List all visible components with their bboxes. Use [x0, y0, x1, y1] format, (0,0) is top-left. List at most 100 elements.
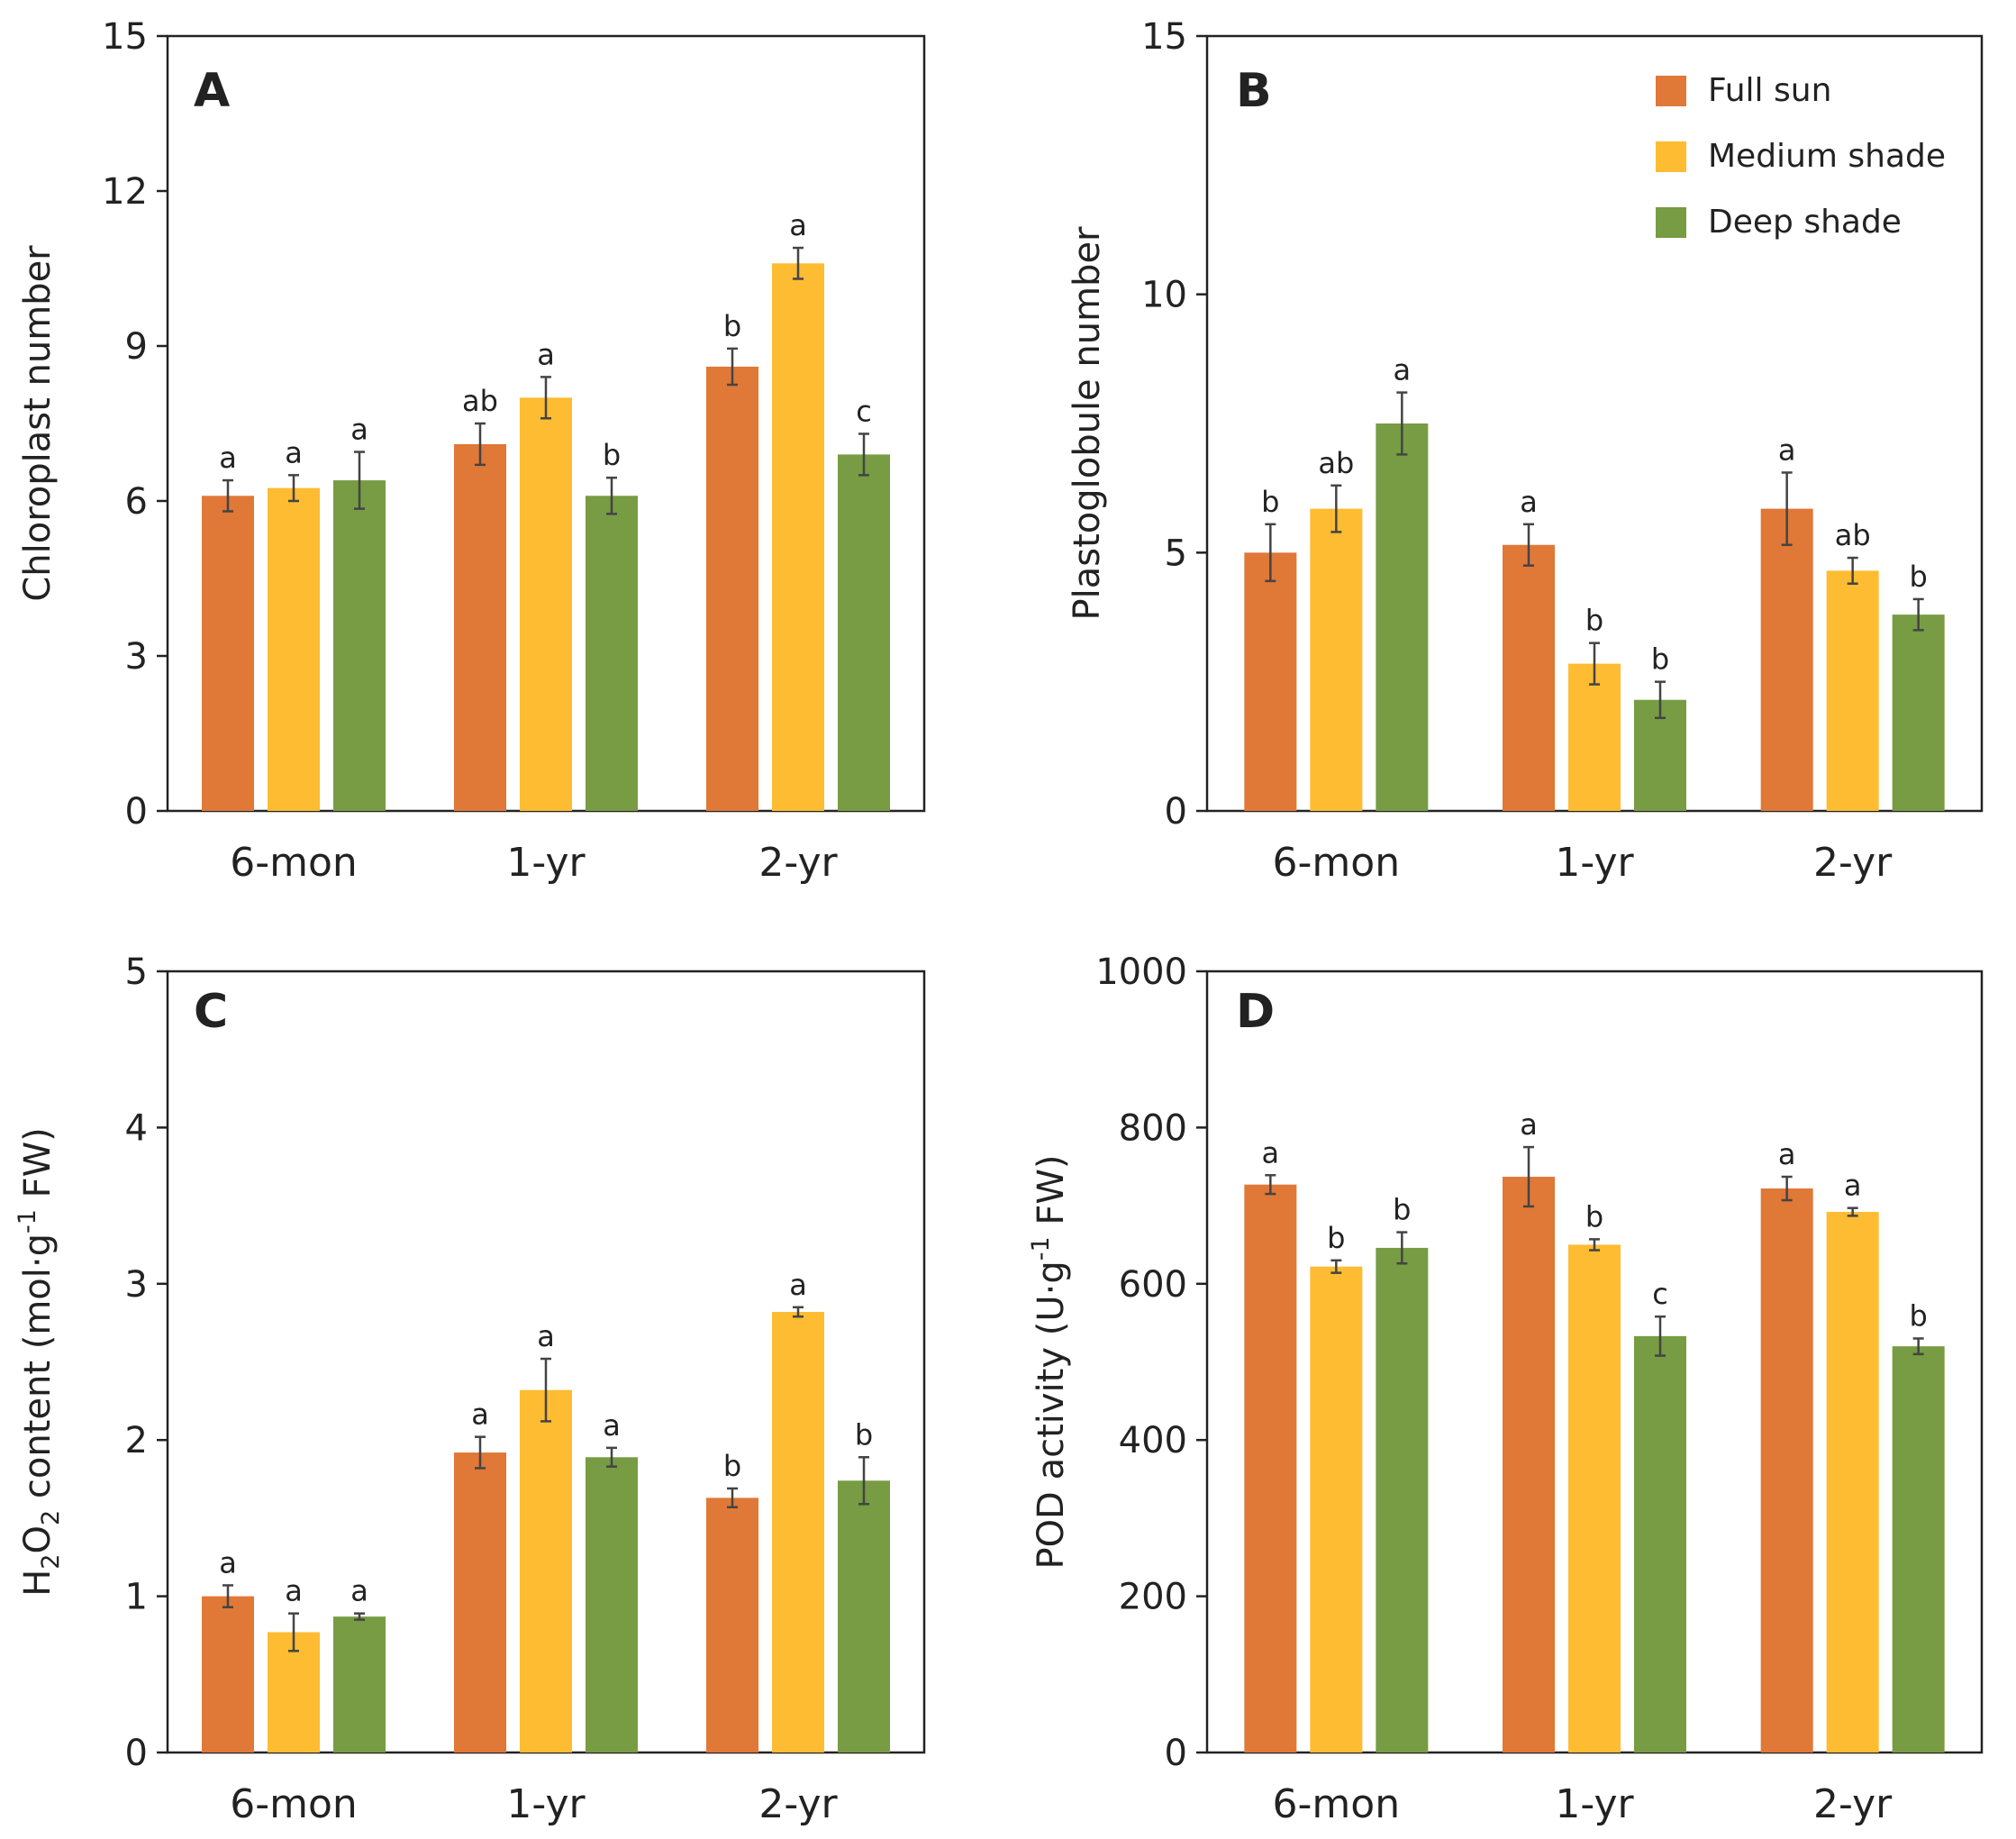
significance-letter: a — [471, 1397, 489, 1432]
legend-swatch — [1656, 207, 1686, 238]
category-label: 6-mon — [1273, 1781, 1401, 1827]
bar — [1244, 1184, 1297, 1753]
bar — [1568, 663, 1621, 811]
y-axis-label: Plastoglobule number — [1067, 226, 1108, 621]
y-tick-label: 2 — [125, 1420, 148, 1461]
y-tick-label: 3 — [125, 1264, 148, 1306]
panel-D: 0 200 400 600 800 1000 D POD activity (U·g-1 FW… — [1027, 951, 1984, 1827]
significance-letter: a — [537, 1319, 555, 1353]
legend-label: Full sun — [1708, 72, 1831, 109]
legend-label: Medium shade — [1708, 138, 1946, 175]
bar — [1892, 1346, 1945, 1753]
bar — [202, 496, 254, 811]
significance-letter: b — [1327, 1221, 1345, 1255]
bar — [1826, 570, 1879, 811]
bar — [1376, 423, 1429, 811]
significance-letter: a — [350, 413, 368, 447]
significance-letter: b — [1585, 604, 1603, 638]
legend-label: Deep shade — [1708, 204, 1902, 241]
significance-letter: a — [1262, 1135, 1280, 1170]
significance-letter: b — [723, 309, 741, 343]
bar — [1310, 1266, 1363, 1753]
significance-letter: a — [537, 337, 555, 371]
significance-letter: a — [285, 1574, 303, 1608]
y-axis-label: H2O2 content (mol·g-1 FW) — [14, 1127, 65, 1597]
y-tick-label: 15 — [1141, 16, 1187, 58]
significance-letter: a — [1778, 1137, 1796, 1171]
bar — [1310, 508, 1363, 811]
bar — [520, 1389, 572, 1753]
y-axis-label: POD activity (U·g-1 FW) — [1027, 1154, 1072, 1569]
bar — [333, 480, 386, 811]
y-tick-label: 400 — [1119, 1420, 1187, 1461]
category-label: 1-yr — [506, 840, 586, 886]
significance-letter: a — [219, 441, 237, 475]
category-label: 1-yr — [1555, 1781, 1634, 1827]
significance-letter: a — [789, 208, 807, 242]
bar — [1826, 1212, 1879, 1753]
panel-C: 0 1 2 3 4 5 C H2O2 content (mol·g-1 FW) 6-mon a a a… — [14, 951, 926, 1827]
bar — [520, 397, 572, 811]
significance-letter: a — [1778, 432, 1796, 467]
category-label: 2-yr — [758, 1781, 838, 1827]
bar — [1634, 1335, 1686, 1753]
bar — [1244, 552, 1297, 811]
significance-letter: b — [603, 438, 621, 472]
bar — [706, 1498, 758, 1753]
significance-letter: a — [1520, 1107, 1538, 1142]
bar — [202, 1596, 254, 1753]
bar — [586, 1457, 638, 1753]
bar — [838, 454, 890, 811]
significance-letter: b — [1910, 560, 1928, 594]
category-label: 6-mon — [1273, 840, 1401, 886]
category-label: 2-yr — [1813, 1781, 1893, 1827]
significance-letter: b — [1910, 1298, 1928, 1333]
y-tick-label: 10 — [1141, 275, 1187, 316]
significance-letter: a — [219, 1545, 237, 1580]
bar — [268, 487, 320, 811]
y-tick-label: 600 — [1119, 1264, 1187, 1306]
bar — [1503, 1177, 1555, 1753]
bar — [268, 1632, 320, 1753]
significance-letter: ab — [1835, 518, 1871, 552]
category-label: 6-mon — [230, 840, 358, 886]
y-tick-label: 0 — [125, 1733, 148, 1774]
y-tick-label: 800 — [1119, 1107, 1187, 1149]
y-axis-label: Chloroplast number — [17, 245, 59, 602]
y-tick-label: 6 — [125, 481, 148, 523]
significance-letter: c — [856, 394, 872, 428]
bar — [586, 496, 638, 811]
significance-letter: a — [1394, 353, 1412, 387]
significance-letter: b — [1393, 1193, 1411, 1227]
y-tick-label: 0 — [1165, 1733, 1187, 1774]
bar — [772, 1312, 824, 1753]
significance-letter: c — [1652, 1277, 1668, 1311]
bar — [454, 1452, 506, 1753]
panel-letter: D — [1236, 985, 1275, 1039]
panel-letter: A — [194, 64, 230, 118]
category-label: 1-yr — [1555, 840, 1634, 886]
significance-letter: a — [789, 1268, 807, 1302]
y-tick-label: 5 — [125, 951, 148, 993]
bar — [706, 366, 758, 811]
panel-letter: C — [194, 985, 228, 1039]
y-tick-label: 15 — [102, 16, 148, 58]
y-tick-label: 0 — [1165, 791, 1187, 833]
significance-letter: b — [1651, 642, 1669, 677]
y-tick-label: 12 — [102, 171, 148, 213]
bar — [454, 443, 506, 811]
category-label: 2-yr — [1813, 840, 1893, 886]
panel-letter: B — [1236, 64, 1272, 118]
significance-letter: a — [603, 1408, 621, 1443]
significance-letter: a — [1520, 485, 1538, 519]
y-tick-label: 9 — [125, 326, 148, 368]
category-label: 2-yr — [758, 840, 838, 886]
bar — [1568, 1244, 1621, 1753]
y-tick-label: 5 — [1165, 533, 1187, 574]
bar — [1376, 1247, 1429, 1753]
y-tick-label: 1000 — [1095, 951, 1187, 993]
y-tick-label: 4 — [125, 1107, 148, 1149]
bar — [1760, 508, 1813, 811]
